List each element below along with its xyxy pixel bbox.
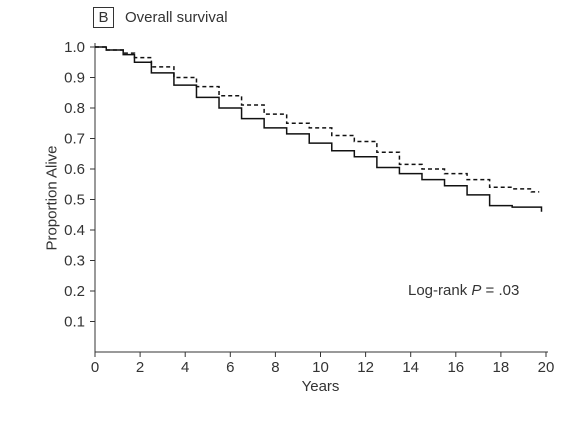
x-tick-label: 14 — [402, 359, 419, 376]
annotation-suffix: = .03 — [481, 282, 520, 299]
y-tick-label: 0.7 — [64, 131, 85, 148]
y-tick-label: 0.2 — [64, 283, 85, 300]
y-tick-label: 0.1 — [64, 314, 85, 331]
x-tick-label: 18 — [493, 359, 510, 376]
panel-letter-box: B — [93, 7, 114, 28]
axes — [94, 43, 548, 353]
x-tick-label: 10 — [312, 359, 329, 376]
x-tick-label: 4 — [181, 359, 189, 376]
x-tick-label: 2 — [136, 359, 144, 376]
panel-letter: B — [98, 9, 109, 26]
y-tick-label: 0.5 — [64, 192, 85, 209]
series-solid-line — [95, 46, 543, 212]
logrank-annotation: Log-rank P = .03 — [408, 282, 519, 299]
y-axis-label: Proportion Alive — [43, 145, 61, 251]
x-axis-label: Years — [301, 378, 340, 395]
y-tick-label: 0.6 — [64, 161, 85, 178]
y-tick-label: 1.0 — [64, 39, 85, 56]
y-tick-label: 0.4 — [64, 222, 85, 239]
chart-title: Overall survival — [125, 9, 228, 26]
x-tick-label: 6 — [226, 359, 234, 376]
x-tick-label: 0 — [91, 359, 99, 376]
y-tick-label: 0.3 — [64, 253, 85, 270]
y-tick-label: 0.8 — [64, 100, 85, 117]
y-tick-label: 0.9 — [64, 70, 85, 87]
x-tick-label: 16 — [447, 359, 464, 376]
annotation-prefix: Log-rank — [408, 282, 472, 299]
x-tick-label: 12 — [357, 359, 374, 376]
series-dashed-line — [95, 46, 540, 193]
x-tick-label: 8 — [271, 359, 279, 376]
x-tick-label: 20 — [538, 359, 555, 376]
annotation-p: P — [471, 282, 482, 299]
